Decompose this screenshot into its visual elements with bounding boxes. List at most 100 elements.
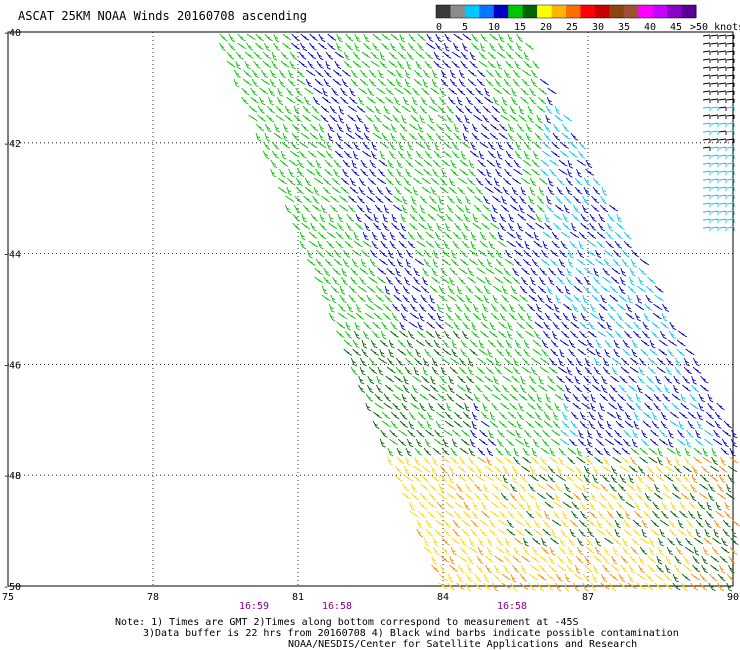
wind-barb — [397, 348, 407, 356]
wind-barb — [423, 258, 431, 268]
wind-barb — [605, 438, 615, 446]
wind-barb — [454, 213, 463, 222]
wind-barb — [538, 96, 547, 105]
wind-barb — [560, 519, 569, 528]
wind-barb — [345, 33, 354, 42]
wind-barb — [348, 195, 357, 203]
wind-barb — [510, 96, 518, 106]
wind-barb — [643, 510, 652, 519]
wind-barb — [440, 69, 448, 79]
wind-barb — [618, 573, 626, 583]
wind-barb — [464, 492, 474, 501]
wind-barb — [467, 366, 475, 376]
wind-barb — [425, 141, 432, 151]
wind-barb — [702, 170, 711, 175]
wind-barb — [493, 87, 503, 95]
wind-barb — [307, 150, 317, 158]
wind-barb — [494, 267, 504, 275]
wind-barb — [584, 555, 592, 565]
longitude-label: 81 — [292, 592, 304, 603]
wind-barb — [718, 218, 727, 223]
wind-barb — [330, 294, 337, 304]
wind-barb — [722, 519, 731, 528]
wind-barb — [263, 141, 271, 150]
wind-barb — [524, 429, 532, 438]
wind-barb — [439, 96, 447, 105]
wind-barb — [395, 366, 404, 375]
wind-barb — [503, 78, 512, 87]
wind-barb — [442, 537, 450, 546]
wind-barb — [458, 555, 468, 563]
wind-barb — [415, 60, 423, 70]
wind-barb — [527, 303, 536, 312]
wind-barb — [702, 447, 709, 457]
wind-barb — [372, 132, 382, 140]
wind-barb — [573, 285, 583, 293]
wind-barb — [416, 519, 423, 529]
wind-barb — [513, 456, 521, 465]
wind-barb — [658, 537, 664, 547]
wind-barb — [420, 483, 430, 491]
wind-barb — [423, 168, 432, 176]
wind-barb — [324, 168, 333, 177]
wind-barb — [360, 159, 368, 169]
wind-barb — [597, 321, 606, 330]
wind-barb — [585, 456, 593, 465]
wind-barb — [529, 375, 537, 385]
wind-barb — [513, 159, 521, 168]
wind-barb — [292, 123, 300, 132]
wind-barb — [401, 393, 408, 403]
wind-barb — [577, 438, 587, 447]
wind-barb — [583, 474, 591, 484]
wind-barb — [630, 447, 640, 455]
wind-barb — [468, 258, 478, 266]
wind-barb — [466, 186, 476, 194]
wind-barb — [575, 267, 584, 276]
wind-barb — [589, 213, 597, 222]
wind-barb — [372, 42, 380, 51]
wind-barb — [592, 186, 601, 195]
wind-barb — [698, 393, 706, 403]
wind-barb — [456, 582, 465, 591]
wind-barb — [378, 168, 386, 177]
wind-barb — [718, 154, 727, 159]
wind-barb — [253, 60, 261, 69]
wind-barb — [617, 402, 624, 412]
wind-barb — [545, 204, 554, 213]
wind-barb — [438, 582, 448, 590]
wind-barb — [535, 501, 542, 511]
wind-barb — [324, 258, 333, 267]
wind-barb — [554, 303, 560, 313]
wind-barb — [491, 402, 499, 411]
wind-barb — [415, 339, 425, 347]
wind-barb — [576, 546, 584, 556]
wind-barb — [579, 321, 588, 330]
wind-barb — [401, 105, 411, 113]
wind-barb — [474, 483, 483, 492]
wind-barb — [441, 546, 450, 555]
wind-barb — [390, 123, 397, 133]
wind-barb — [416, 240, 426, 248]
wind-barb — [508, 222, 515, 232]
wind-barb — [669, 330, 677, 340]
wind-barb — [500, 114, 510, 122]
wind-barb — [490, 312, 500, 321]
wind-barb — [475, 474, 485, 482]
wind-barb — [431, 564, 440, 573]
wind-barb — [595, 537, 602, 547]
wind-barb — [664, 375, 673, 384]
wind-barb — [605, 528, 613, 537]
wind-barb — [369, 258, 377, 268]
wind-barb — [492, 582, 499, 592]
wind-barb — [427, 222, 434, 232]
wind-barb — [424, 51, 434, 60]
wind-barb — [494, 564, 501, 574]
wind-barb — [486, 69, 495, 78]
wind-barb — [716, 402, 725, 411]
wind-barb — [611, 564, 620, 572]
wind-barb — [332, 276, 340, 286]
wind-barb — [366, 195, 376, 203]
wind-barb — [729, 447, 736, 457]
wind-barb — [524, 231, 534, 239]
wind-barb — [441, 447, 450, 456]
